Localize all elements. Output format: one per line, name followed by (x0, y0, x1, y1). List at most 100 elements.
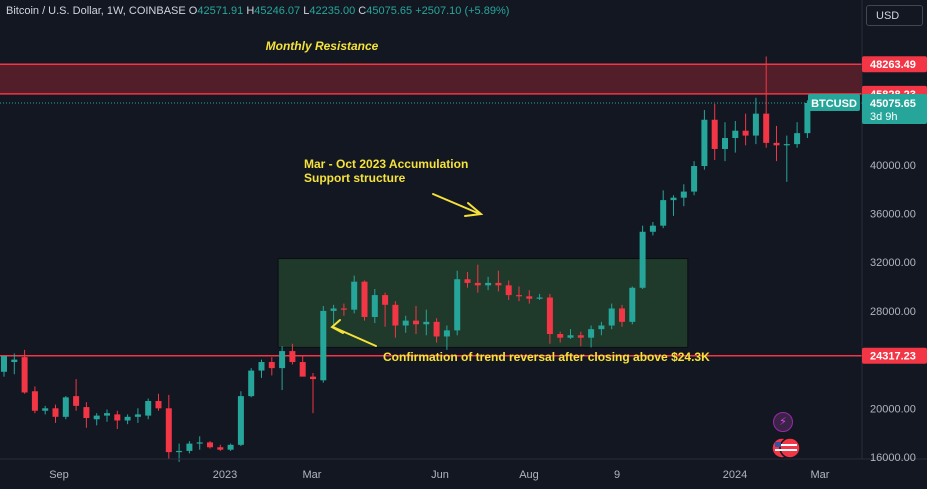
close-label: C (358, 5, 367, 17)
candle (608, 303, 615, 330)
accumulation-label-line2: Support structure (304, 171, 406, 185)
candle (711, 103, 718, 160)
close-value: 45075.65 (366, 5, 413, 17)
candle (691, 161, 698, 196)
current-price-box (862, 94, 927, 125)
lightning-icon[interactable]: ⚡ (773, 412, 793, 432)
candle (722, 122, 728, 162)
candle-body (546, 297, 553, 335)
candle-body (124, 416, 131, 421)
candle (268, 357, 275, 376)
candle-body (402, 320, 409, 326)
candle-body (392, 304, 399, 326)
candle-body (340, 308, 347, 310)
candle-body (310, 376, 316, 380)
reversal-arrow (330, 319, 377, 347)
level-price-box (862, 347, 927, 364)
candle-body (217, 447, 224, 450)
candle (351, 275, 358, 314)
candle-body (279, 351, 286, 369)
candle-body (289, 351, 296, 363)
candle (248, 368, 255, 398)
candle (505, 280, 512, 300)
time-tick-label: Aug (519, 469, 539, 481)
level-price-tag: 48263.49 (862, 56, 927, 73)
level-price-tag: 24317.23 (862, 347, 927, 364)
candle (660, 190, 667, 229)
candle (577, 331, 584, 347)
candle (546, 293, 553, 344)
candle (701, 110, 708, 170)
candle (516, 286, 522, 302)
candle (11, 353, 18, 375)
candle-body (701, 119, 708, 167)
candle (279, 346, 286, 391)
monthly-resistance-label: Monthly Resistance (266, 39, 379, 53)
candle-body (711, 119, 718, 149)
candle-body (351, 281, 358, 310)
ohlc-legend: Bitcoin / U.S. Dollar, 1W, COINBASE O425… (6, 5, 509, 17)
candle (567, 329, 574, 339)
candle (732, 120, 739, 153)
candle-body (83, 407, 90, 419)
candle-body (619, 308, 625, 322)
time-tick-label: 2023 (213, 469, 237, 481)
candle-body (176, 450, 183, 453)
candle-body (588, 329, 595, 338)
candle-body (783, 144, 790, 146)
time-tick-label: Mar (303, 469, 322, 481)
candle-body (495, 282, 502, 286)
candle (495, 270, 502, 292)
candle (619, 304, 625, 327)
candle (330, 304, 337, 328)
candle-body (21, 357, 28, 393)
candle (670, 195, 677, 216)
candle-body (485, 282, 492, 286)
candle (557, 331, 564, 343)
candle-body (361, 281, 368, 317)
candle (299, 355, 306, 377)
candle-body (155, 400, 162, 409)
candle-body (742, 130, 749, 136)
bar-countdown: 3d 9h (870, 111, 898, 123)
candle (361, 280, 368, 321)
candle-body (639, 231, 646, 288)
candle (62, 396, 69, 420)
candle (742, 113, 749, 146)
candle (31, 386, 38, 414)
currency-button[interactable]: USD (866, 5, 923, 26)
candle (320, 306, 327, 383)
trend-reversal-label: Confirmation of trend reversal after clo… (383, 350, 710, 364)
candle (217, 444, 224, 451)
candle (371, 288, 378, 324)
candle-body (165, 408, 172, 453)
candle (124, 414, 131, 425)
price-tick-label: 40000.00 (870, 160, 916, 172)
symbol-tag-box (808, 94, 860, 112)
high-label: H (246, 5, 255, 17)
candle-body (196, 442, 203, 444)
candle-body (93, 415, 100, 420)
price-tick-label: 32000.00 (870, 257, 916, 269)
candle (114, 410, 121, 429)
candle-body (237, 396, 244, 445)
us-flag-icon[interactable] (771, 437, 801, 459)
candle-body (413, 320, 419, 325)
candle (21, 349, 28, 394)
candle (83, 402, 90, 428)
candle-body (732, 130, 739, 139)
candle-body (474, 282, 481, 286)
candle-body (186, 443, 193, 451)
candle-body (464, 279, 471, 283)
candle-body (268, 362, 275, 369)
candle (1, 355, 7, 377)
candle (42, 405, 49, 415)
low-value: 42235.00 (309, 5, 356, 17)
candle (93, 413, 100, 426)
candle-body (660, 200, 667, 226)
level-price-box (862, 56, 927, 73)
candle-body (794, 133, 801, 145)
current-price-value: 45075.65 (870, 98, 916, 110)
